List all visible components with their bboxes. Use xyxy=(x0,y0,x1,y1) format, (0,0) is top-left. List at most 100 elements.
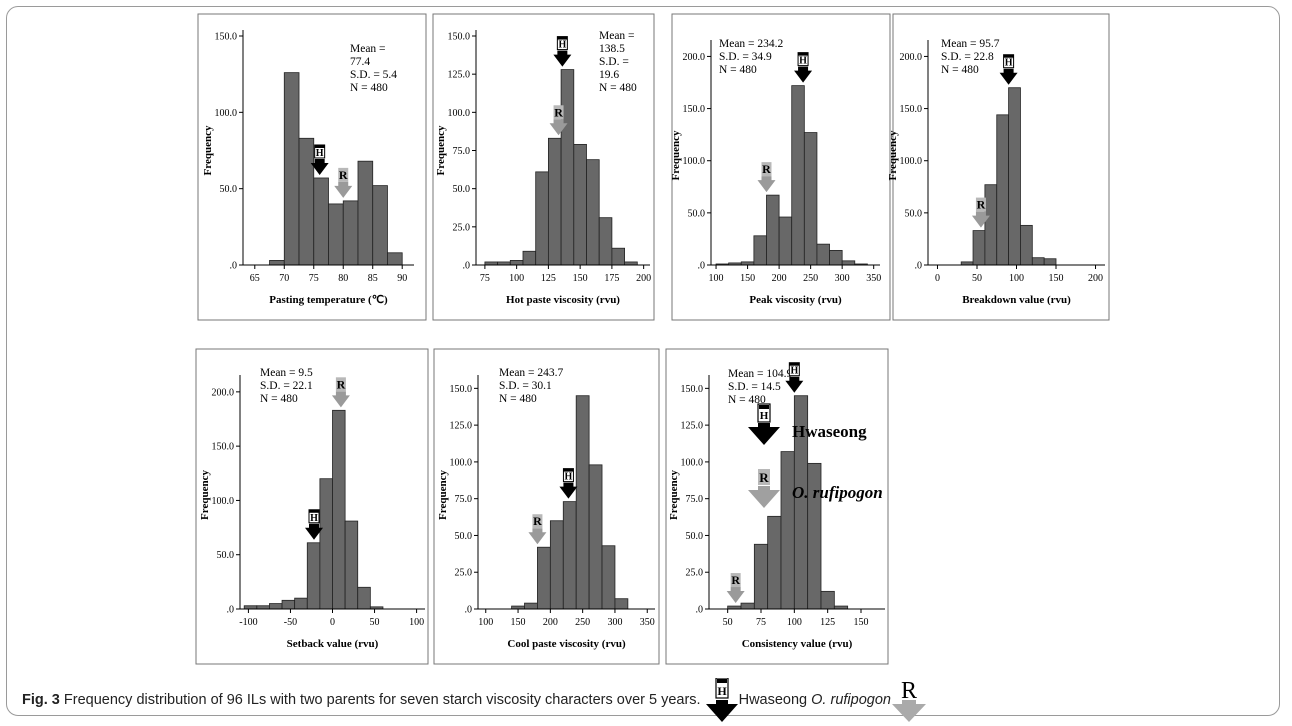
x-tick-label: 0 xyxy=(330,617,335,628)
x-axis-label: Setback value (rvu) xyxy=(287,638,379,650)
histogram-bar xyxy=(984,184,998,266)
panel-frame xyxy=(197,13,427,321)
histogram-bar xyxy=(841,260,856,266)
y-tick-label: 100.0 xyxy=(212,496,235,507)
histogram-bar xyxy=(344,520,359,610)
hwaseong-mark: H xyxy=(558,40,566,51)
legend: H Hwaseong R O. rufipogon xyxy=(748,403,883,508)
hwaseong-marker: H xyxy=(794,52,813,83)
histogram-panel-2: 75 100 125 150 175 200 .0 25.0 50.0 75.0 100.0 125.… xyxy=(432,13,655,321)
stats-line: Mean = 104.9 xyxy=(728,368,793,380)
x-tick-label: 150 xyxy=(854,617,869,628)
stats-line: N = 480 xyxy=(941,64,979,76)
x-tick-label: 50 xyxy=(370,617,380,628)
x-tick-label: 100 xyxy=(1009,273,1024,284)
rufipogon-marker: R xyxy=(331,377,350,408)
x-tick-label: 150 xyxy=(1049,273,1064,284)
histogram-bar xyxy=(803,132,818,266)
histogram-bar xyxy=(996,114,1009,266)
figure-caption: Fig. 3 Frequency distribution of 96 ILs … xyxy=(22,678,1272,722)
y-tick-label: 100.0 xyxy=(683,156,706,167)
stats-line: 19.6 xyxy=(599,69,619,81)
y-tick-label: 150.0 xyxy=(683,104,706,115)
hwaseong-mark: H xyxy=(316,148,324,159)
rufipogon-mark: R xyxy=(337,377,346,391)
histogram-bar xyxy=(791,85,805,266)
histogram-bar xyxy=(767,515,782,610)
histogram-bar xyxy=(562,501,577,610)
rufipogon-mark: R xyxy=(731,573,740,587)
histogram-bar xyxy=(573,143,587,266)
x-tick-label: 250 xyxy=(575,617,590,628)
hwaseong-marker: H xyxy=(553,36,572,67)
x-tick-label: 85 xyxy=(368,273,378,284)
y-tick-label: 100.0 xyxy=(448,108,471,119)
x-tick-label: 150 xyxy=(511,617,526,628)
y-tick-label: 50.0 xyxy=(220,184,238,195)
x-tick-label: 200 xyxy=(636,273,651,284)
panel-frame xyxy=(195,348,429,665)
histogram-bar xyxy=(328,203,344,266)
histogram-bar xyxy=(753,543,769,610)
histogram-bar xyxy=(547,137,562,266)
y-tick-label: 150.0 xyxy=(212,442,235,453)
stats-line: 77.4 xyxy=(350,56,370,68)
panel-frame xyxy=(432,13,655,321)
histogram-bar xyxy=(753,235,767,266)
stats-line: S.D. = 5.4 xyxy=(350,69,397,81)
histogram-bar xyxy=(778,216,793,266)
histogram-panel-7: 50 75 100 125 150.025.050.075.0100.0125.0150… xyxy=(665,348,889,665)
rufipogon-mark: R xyxy=(533,514,542,528)
x-axis-label: Consistency value (rvu) xyxy=(742,638,853,650)
y-tick-label: 125.0 xyxy=(450,421,473,432)
y-tick-label: 25.0 xyxy=(455,568,473,579)
x-tick-label: 75 xyxy=(756,617,766,628)
histogram-bar xyxy=(601,545,616,610)
y-tick-label: .0 xyxy=(698,261,706,272)
hwaseong-marker: H xyxy=(559,468,578,499)
y-tick-label: 50.0 xyxy=(217,550,235,561)
x-tick-label: 70 xyxy=(279,273,289,284)
x-tick-label: 90 xyxy=(397,273,407,284)
y-axis-label: Frequency xyxy=(437,470,449,520)
stats-line: 138.5 xyxy=(599,43,625,55)
y-tick-label: 25.0 xyxy=(686,568,704,579)
y-tick-label: 150.0 xyxy=(448,32,471,43)
histogram-panel-1: 65 70 75 80 85 90 .0 50.0 100.0 150.0 Pasting temp… xyxy=(197,13,427,321)
x-tick-label: 300 xyxy=(835,273,850,284)
histogram-bar xyxy=(298,137,315,266)
histogram-bar xyxy=(387,252,403,266)
histogram-bar xyxy=(780,451,795,610)
hwaseong-marker: H xyxy=(305,509,323,540)
x-tick-label: 75 xyxy=(309,273,319,284)
x-axis-label: Breakdown value (rvu) xyxy=(962,294,1071,306)
x-tick-label: 350 xyxy=(866,273,881,284)
stats-line: S.D. = 34.9 xyxy=(719,51,772,63)
x-tick-label: 125 xyxy=(541,273,556,284)
stats-line: Mean = 243.7 xyxy=(499,367,564,379)
rufipogon-mark: R xyxy=(977,198,986,212)
rufipogon-mark: R xyxy=(554,105,563,119)
y-tick-label: 50.0 xyxy=(686,531,704,542)
x-tick-label: 65 xyxy=(250,273,260,284)
histogram-bar xyxy=(1020,224,1033,266)
x-tick-label: 150 xyxy=(573,273,588,284)
y-tick-label: .0 xyxy=(227,605,235,616)
x-tick-label: 80 xyxy=(338,273,348,284)
stats-line: Mean = xyxy=(599,30,635,42)
histogram-bar xyxy=(766,194,780,266)
histogram-bar xyxy=(372,185,388,266)
rufipogon-marker: R xyxy=(726,573,745,604)
x-tick-label: -100 xyxy=(239,617,257,628)
histogram-bar xyxy=(306,542,321,610)
x-tick-label: 50 xyxy=(972,273,982,284)
panel-frame xyxy=(433,348,660,665)
y-tick-label: 50.0 xyxy=(688,208,706,219)
x-tick-label: 300 xyxy=(607,617,622,628)
x-tick-label: 0 xyxy=(935,273,940,284)
x-tick-label: 50 xyxy=(723,617,733,628)
histogram-bar xyxy=(588,464,603,610)
histogram-panel-5: -100 -50 0 50 100.050.0100.0150.0200.0Setbac… xyxy=(195,348,429,665)
rufipogon-marker: R xyxy=(971,197,990,228)
